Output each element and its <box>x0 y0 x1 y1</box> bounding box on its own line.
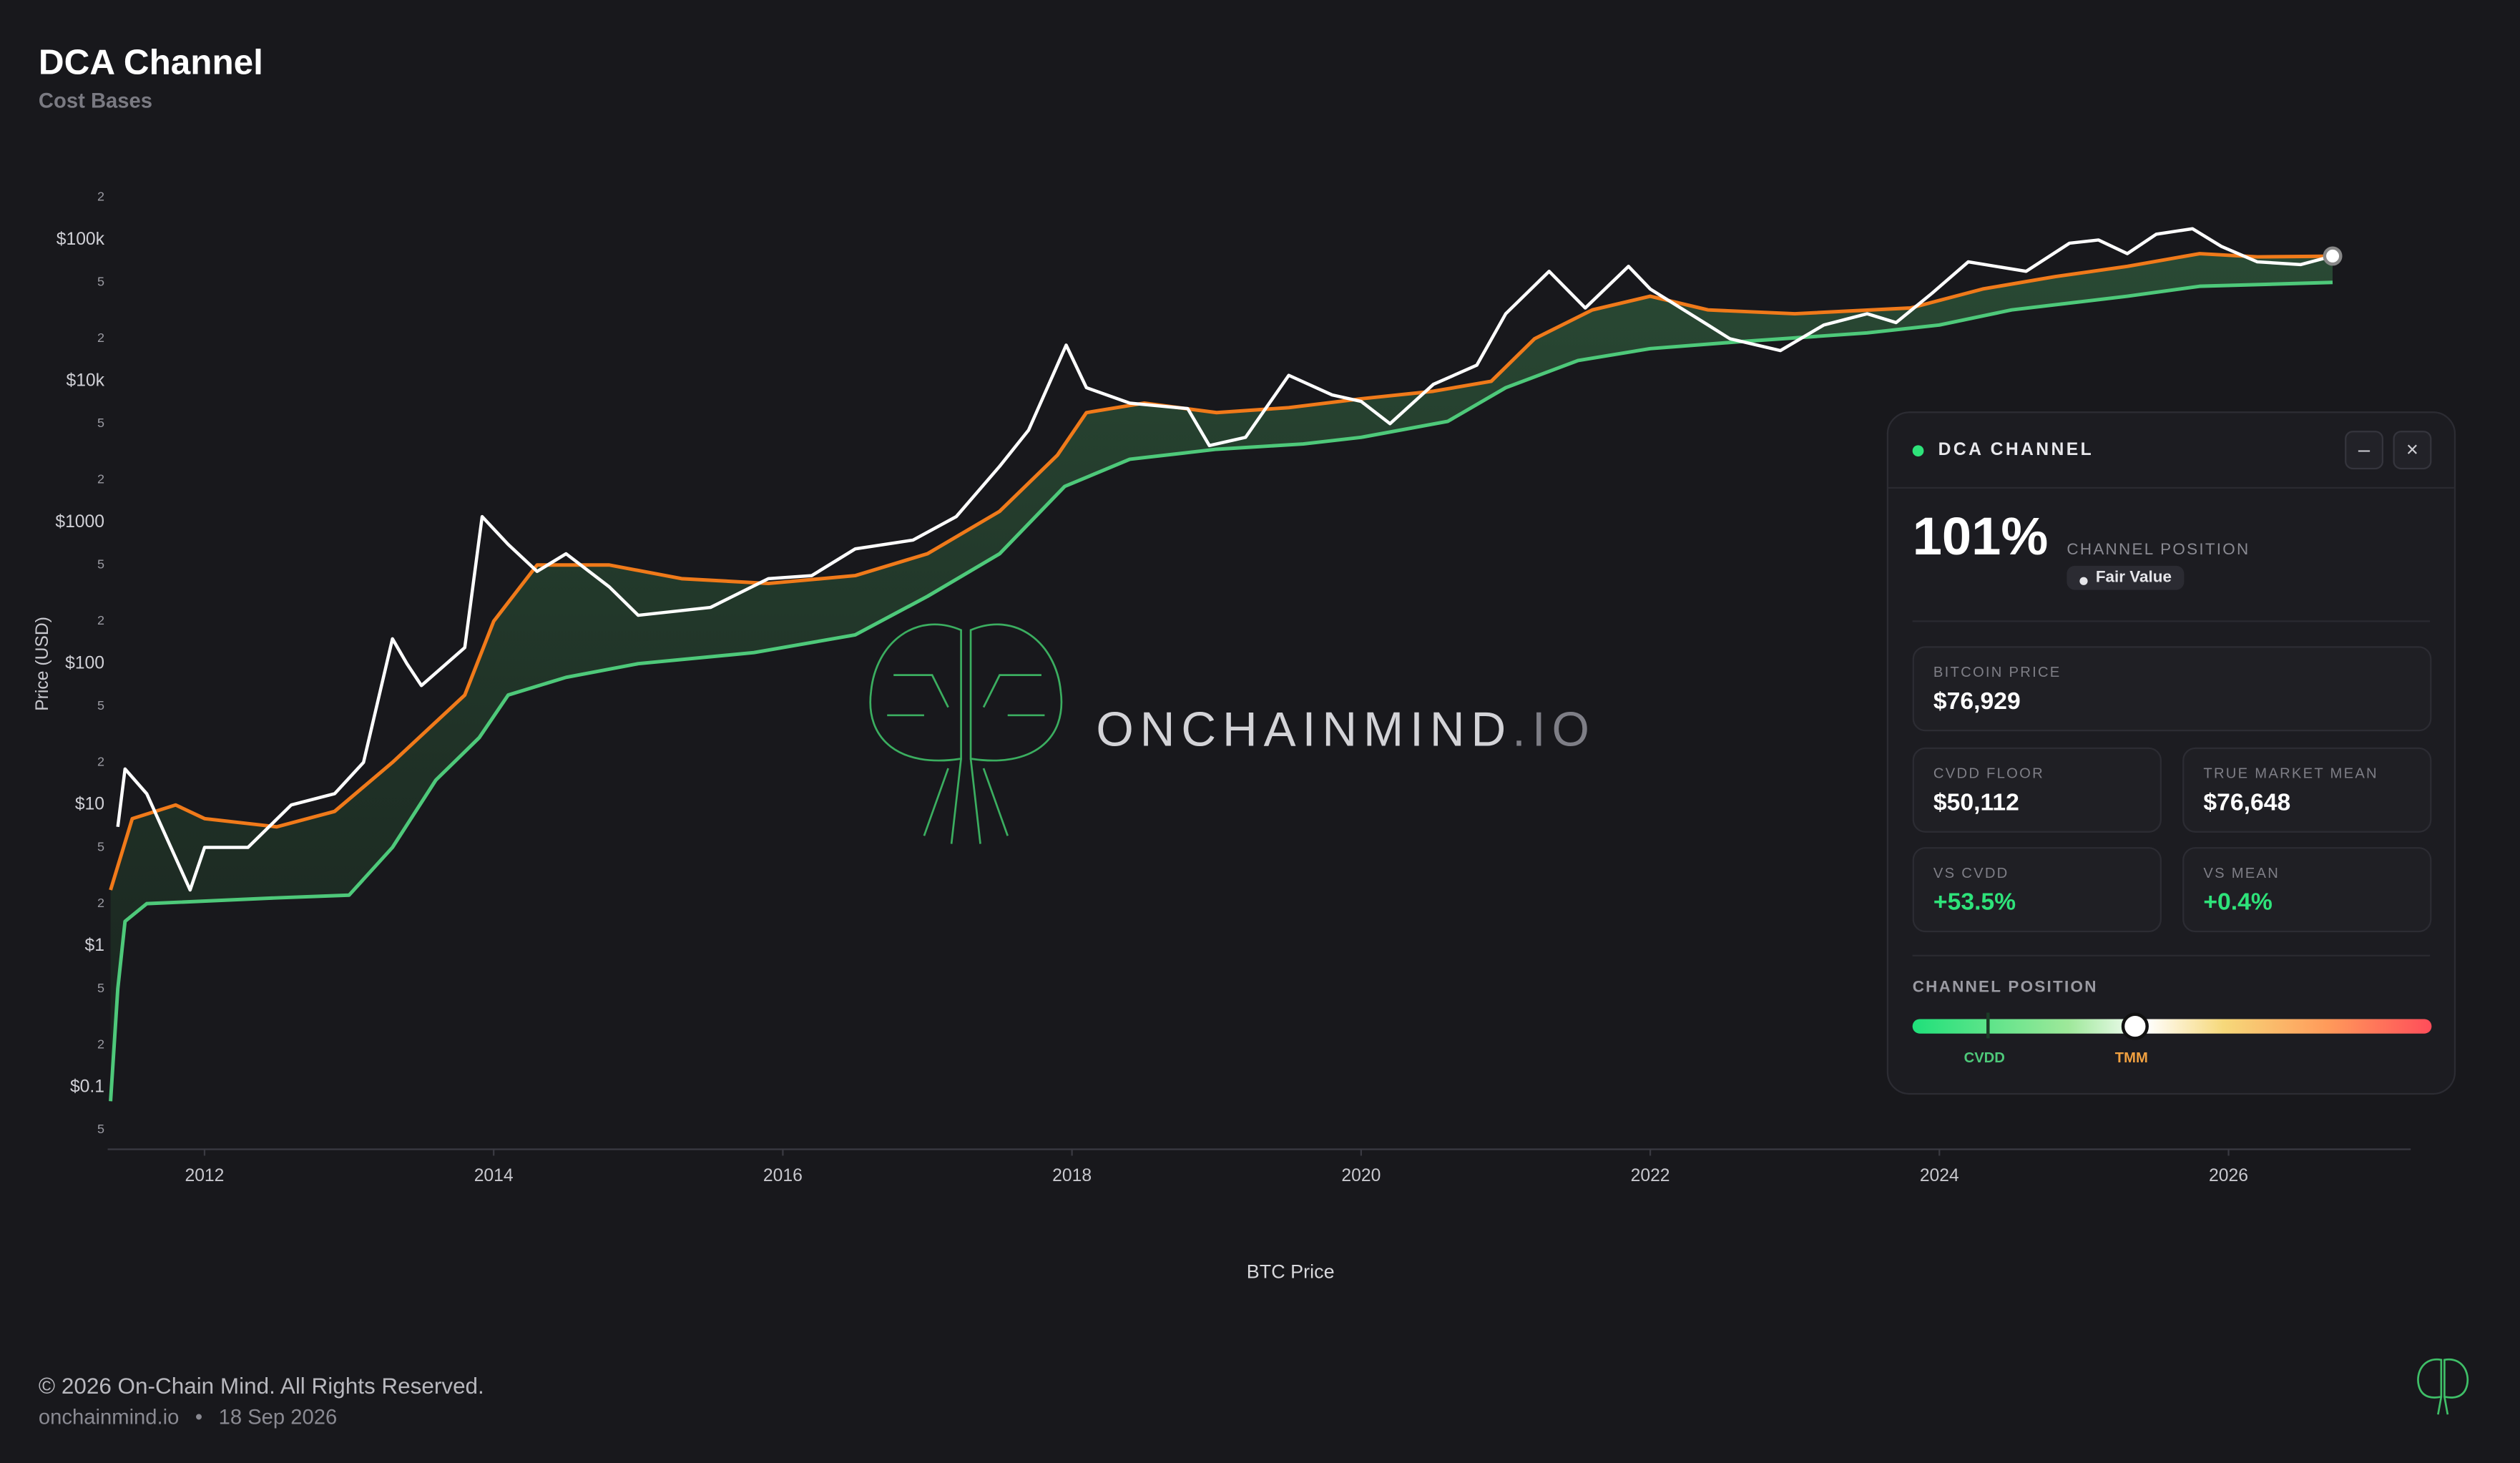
legend-entry: BTC Price <box>1247 1261 1335 1283</box>
site-link[interactable]: onchainmind.io <box>38 1404 180 1429</box>
card-value: +53.5% <box>1933 889 2016 916</box>
watermark-suffix: .IO <box>1512 703 1596 756</box>
watermark: ONCHAINMIND.IO <box>869 623 1596 844</box>
card-value: $76,648 <box>2203 789 2291 817</box>
x-tick-label: 2020 <box>1341 1166 1381 1185</box>
channel-line <box>109 280 2333 1102</box>
y-tick-label: 5 <box>97 557 104 571</box>
x-tick-label: 2018 <box>1052 1166 1092 1185</box>
corner-logo <box>2417 1358 2469 1415</box>
card-label: BITCOIN PRICE <box>1933 663 2061 680</box>
panel-header: DCA CHANNEL – × <box>1888 413 2454 489</box>
y-tick-label: $1 <box>85 936 104 955</box>
y-tick-label: 2 <box>97 613 104 627</box>
card-label: CVDD FLOOR <box>1933 765 2044 781</box>
y-axis-label: Price (USD) <box>33 617 52 711</box>
card: TRUE MARKET MEAN $76,648 <box>2182 747 2432 833</box>
gauge-label: TMM <box>2114 1049 2148 1066</box>
gauge-bar <box>1912 1019 2432 1034</box>
y-tick-label: 2 <box>97 472 104 486</box>
copyright: © 2026 On-Chain Mind. All Rights Reserve… <box>38 1372 484 1399</box>
watermark-name: ONCHAINMIND <box>1096 703 1512 756</box>
x-tick-label: 2016 <box>763 1166 803 1185</box>
card-label: TRUE MARKET MEAN <box>2203 765 2378 781</box>
position-value: 101% <box>1912 506 2049 566</box>
card: BITCOIN PRICE $76,929 <box>1912 646 2432 732</box>
price-line <box>116 227 2333 892</box>
y-tick-label: 2 <box>97 896 104 910</box>
x-tick-label: 2022 <box>1631 1166 1670 1185</box>
y-tick-label: 2 <box>97 331 104 345</box>
close-button[interactable]: × <box>2393 431 2432 470</box>
card: CVDD FLOOR $50,112 <box>1912 747 2162 833</box>
gauge-knob <box>2121 1012 2149 1040</box>
y-tick-label: $1000 <box>55 512 104 532</box>
y-tick-label: 5 <box>97 839 104 853</box>
y-tick-label: $0.1 <box>70 1077 104 1097</box>
separator-dot: • <box>195 1404 203 1429</box>
y-tick-label: $10k <box>66 371 104 390</box>
card-value: $50,112 <box>1933 789 2019 817</box>
y-tick-label: $10 <box>75 795 104 814</box>
status-dot <box>1912 445 1924 457</box>
minimize-button[interactable]: – <box>2345 431 2384 470</box>
y-tick-label: 2 <box>97 190 104 204</box>
card: VS CVDD +53.5% <box>1912 847 2162 933</box>
plot-layer: 5 $0.1 2 5 $1 2 5 $10 2 5 $100 2 5 $1000 2 5 $10k 2 5 $100k… <box>55 190 2343 1185</box>
y-tick-label: $100 <box>65 653 104 672</box>
y-tick-label: 5 <box>97 275 104 289</box>
x-tick-label: 2026 <box>2209 1166 2248 1185</box>
y-tick-label: 5 <box>97 416 104 430</box>
card-value: +0.4% <box>2203 889 2273 916</box>
chart-title: DCA Channel <box>38 41 263 82</box>
channel-fill <box>110 253 2333 1102</box>
brain-logo <box>869 623 1063 844</box>
x-tick-label: 2012 <box>185 1166 224 1185</box>
card-value: $76,929 <box>1933 688 2021 715</box>
channel-line <box>109 252 2333 891</box>
card-label: VS CVDD <box>1933 864 2009 881</box>
current-price-dot <box>2323 246 2343 266</box>
card-label: VS MEAN <box>2203 864 2280 881</box>
y-tick-label: 2 <box>97 754 104 768</box>
gauge-label: CVDD <box>1963 1049 2005 1066</box>
separator <box>1912 954 2431 956</box>
card: VS MEAN +0.4% <box>2182 847 2432 933</box>
gauge-cvdd-tick <box>1986 1012 1990 1039</box>
y-tick-label: 2 <box>97 1037 104 1051</box>
position-label: CHANNEL POSITION <box>2067 542 2250 559</box>
date: 18 Sep 2026 <box>218 1404 338 1429</box>
separator <box>1912 620 2431 622</box>
gauge-title: CHANNEL POSITION <box>1912 979 2098 997</box>
y-tick-label: 5 <box>97 698 104 713</box>
y-tick-label: 5 <box>97 981 104 995</box>
panel-title: DCA CHANNEL <box>1938 440 2094 460</box>
info-panel: DCA CHANNEL – × 101% CHANNEL POSITION Fa… <box>1886 411 2456 1095</box>
y-tick-label: $100k <box>57 230 105 249</box>
y-tick-label: 5 <box>97 1122 104 1136</box>
footer-meta: onchainmind.io • 18 Sep 2026 <box>39 1405 353 1429</box>
status-badge: Fair Value <box>2067 565 2185 590</box>
watermark-text: ONCHAINMIND.IO <box>1096 703 1596 756</box>
chart-subtitle: Cost Bases <box>38 88 153 113</box>
x-tick-label: 2024 <box>1920 1166 1959 1185</box>
x-tick-label: 2014 <box>474 1166 514 1185</box>
